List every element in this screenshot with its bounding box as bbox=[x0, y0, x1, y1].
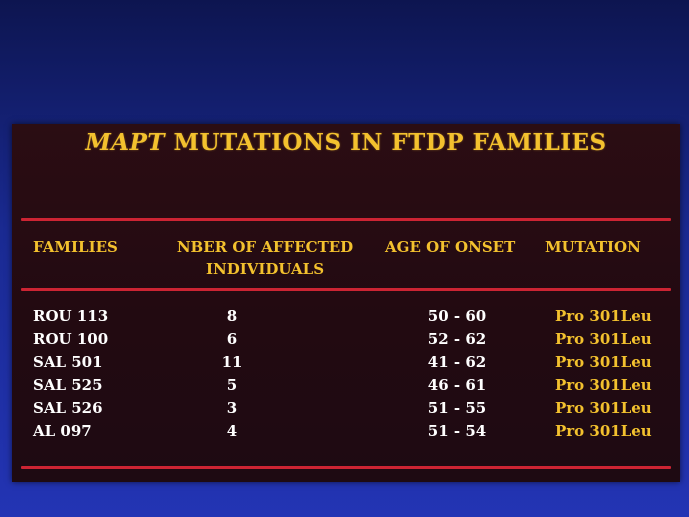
cell-mutation: Pro 301Leu bbox=[555, 399, 652, 417]
table-row: SAL 525 5 46 - 61 Pro 301Leu bbox=[12, 373, 680, 397]
cell-age-of-onset: 51 - 54 bbox=[427, 422, 487, 440]
header-mutation: MUTATION bbox=[545, 238, 641, 256]
cell-family: AL 097 bbox=[33, 422, 92, 440]
cell-age-of-onset: 50 - 60 bbox=[427, 307, 487, 325]
header-affected: NBER OF AFFECTED INDIVIDUALS bbox=[165, 236, 365, 280]
cell-affected: 6 bbox=[226, 330, 238, 348]
cell-affected: 4 bbox=[226, 422, 238, 440]
cell-family: SAL 526 bbox=[33, 399, 103, 417]
cell-affected: 11 bbox=[221, 353, 243, 371]
cell-affected: 3 bbox=[226, 399, 238, 417]
cell-mutation: Pro 301Leu bbox=[555, 307, 652, 325]
title-text: MUTATIONS IN FTDP FAMILIES bbox=[165, 129, 607, 156]
table-row: SAL 526 3 51 - 55 Pro 301Leu bbox=[12, 396, 680, 420]
cell-age-of-onset: 41 - 62 bbox=[427, 353, 487, 371]
table-row: ROU 100 6 52 - 62 Pro 301Leu bbox=[12, 327, 680, 351]
divider-bottom bbox=[21, 466, 671, 469]
divider-header bbox=[21, 288, 671, 291]
cell-family: ROU 113 bbox=[33, 307, 109, 325]
cell-family: ROU 100 bbox=[33, 330, 109, 348]
divider-top bbox=[21, 218, 671, 221]
cell-affected: 8 bbox=[226, 307, 238, 325]
cell-family: SAL 525 bbox=[33, 376, 103, 394]
slide-panel: MAPT MUTATIONS IN FTDP FAMILIES FAMILIES… bbox=[12, 124, 680, 482]
table-row: AL 097 4 51 - 54 Pro 301Leu bbox=[12, 419, 680, 443]
title-gene-name: MAPT bbox=[85, 129, 166, 156]
header-age-of-onset: AGE OF ONSET bbox=[385, 238, 516, 256]
slide-title: MAPT MUTATIONS IN FTDP FAMILIES bbox=[12, 129, 680, 156]
cell-affected: 5 bbox=[226, 376, 238, 394]
header-families: FAMILIES bbox=[33, 238, 118, 256]
cell-age-of-onset: 52 - 62 bbox=[427, 330, 487, 348]
cell-age-of-onset: 46 - 61 bbox=[427, 376, 487, 394]
cell-mutation: Pro 301Leu bbox=[555, 376, 652, 394]
header-affected-line2: INDIVIDUALS bbox=[205, 260, 325, 278]
cell-mutation: Pro 301Leu bbox=[555, 353, 652, 371]
table-row: SAL 501 11 41 - 62 Pro 301Leu bbox=[12, 350, 680, 374]
header-affected-line1: NBER OF AFFECTED bbox=[176, 238, 354, 256]
cell-family: SAL 501 bbox=[33, 353, 103, 371]
cell-mutation: Pro 301Leu bbox=[555, 330, 652, 348]
cell-mutation: Pro 301Leu bbox=[555, 422, 652, 440]
table-row: ROU 113 8 50 - 60 Pro 301Leu bbox=[12, 304, 680, 328]
cell-age-of-onset: 51 - 55 bbox=[427, 399, 487, 417]
